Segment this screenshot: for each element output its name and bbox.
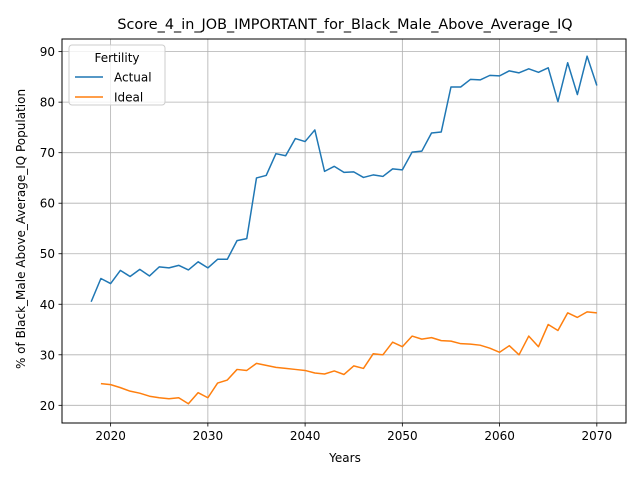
y-tick-label: 30 <box>40 348 55 362</box>
y-tick-label: 20 <box>40 399 55 413</box>
legend-title: Fertility <box>94 51 139 65</box>
series-lines <box>90 55 598 405</box>
x-tick-label: 2030 <box>193 429 224 443</box>
y-tick-label: 80 <box>40 96 55 110</box>
series-line-actual <box>90 55 598 303</box>
x-tick-label: 2070 <box>582 429 613 443</box>
legend: Fertility Actual Ideal <box>68 44 166 106</box>
grid-lines <box>62 39 626 423</box>
y-tick-label: 90 <box>40 45 55 59</box>
y-tick-label: 60 <box>40 197 55 211</box>
y-axis-ticks: 20 30 40 50 60 70 80 90 <box>40 45 62 413</box>
x-axis-ticks: 2020 2030 2040 2050 2060 2070 <box>95 423 612 443</box>
x-tick-label: 2060 <box>484 429 515 443</box>
y-tick-label: 40 <box>40 298 55 312</box>
legend-box <box>68 44 166 106</box>
x-tick-label: 2050 <box>387 429 418 443</box>
x-tick-label: 2020 <box>95 429 126 443</box>
plot-frame <box>61 38 627 424</box>
series-line-ideal <box>100 311 597 405</box>
x-tick-label: 2040 <box>290 429 321 443</box>
y-tick-label: 70 <box>40 146 55 160</box>
y-tick-label: 50 <box>40 247 55 261</box>
y-axis-label: % of Black_Male Above_Average_IQ Populat… <box>14 89 28 369</box>
chart-title: Score_4_in_JOB_IMPORTANT_for_Black_Male_… <box>117 17 572 33</box>
legend-entry-actual: Actual <box>114 71 152 85</box>
x-axis-label: Years <box>328 451 361 465</box>
legend-entry-ideal: Ideal <box>114 91 143 105</box>
